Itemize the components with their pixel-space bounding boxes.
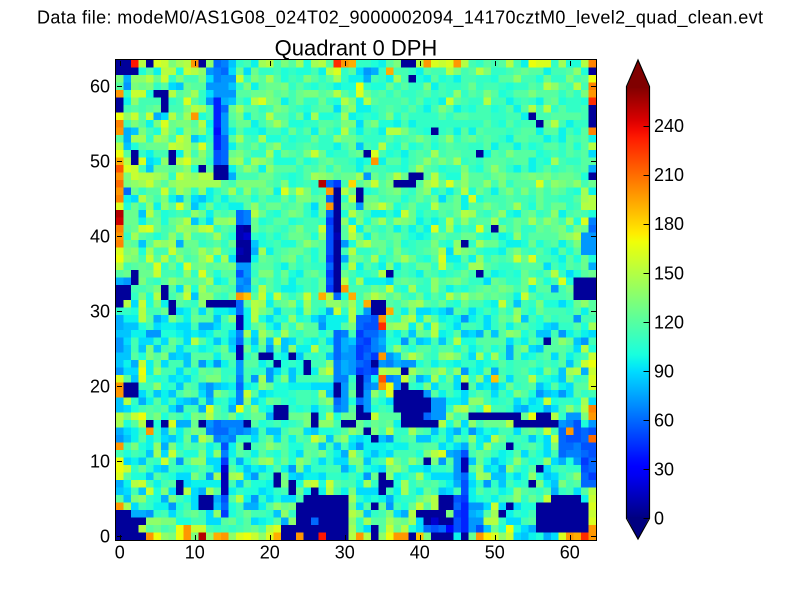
svg-text:180: 180: [654, 214, 684, 234]
svg-text:120: 120: [654, 312, 684, 332]
svg-text:50: 50: [90, 152, 110, 172]
svg-text:240: 240: [654, 116, 684, 136]
svg-text:30: 30: [90, 302, 110, 322]
svg-text:Data file: modeM0/AS1G08_024T0: Data file: modeM0/AS1G08_024T02_90000020…: [37, 8, 763, 29]
svg-text:30: 30: [335, 543, 355, 563]
svg-text:210: 210: [654, 165, 684, 185]
svg-text:Quadrant 0 DPH: Quadrant 0 DPH: [275, 36, 438, 61]
svg-text:0: 0: [115, 543, 125, 563]
svg-text:90: 90: [654, 361, 674, 381]
svg-text:60: 60: [654, 410, 674, 430]
svg-text:30: 30: [654, 460, 674, 480]
svg-text:40: 40: [90, 227, 110, 247]
svg-text:50: 50: [485, 543, 505, 563]
svg-text:60: 60: [90, 77, 110, 97]
svg-text:0: 0: [100, 527, 110, 547]
svg-text:0: 0: [654, 509, 664, 529]
svg-text:10: 10: [90, 452, 110, 472]
svg-text:60: 60: [560, 543, 580, 563]
svg-text:10: 10: [185, 543, 205, 563]
svg-text:20: 20: [90, 377, 110, 397]
svg-text:150: 150: [654, 263, 684, 283]
svg-text:20: 20: [260, 543, 280, 563]
svg-text:40: 40: [410, 543, 430, 563]
